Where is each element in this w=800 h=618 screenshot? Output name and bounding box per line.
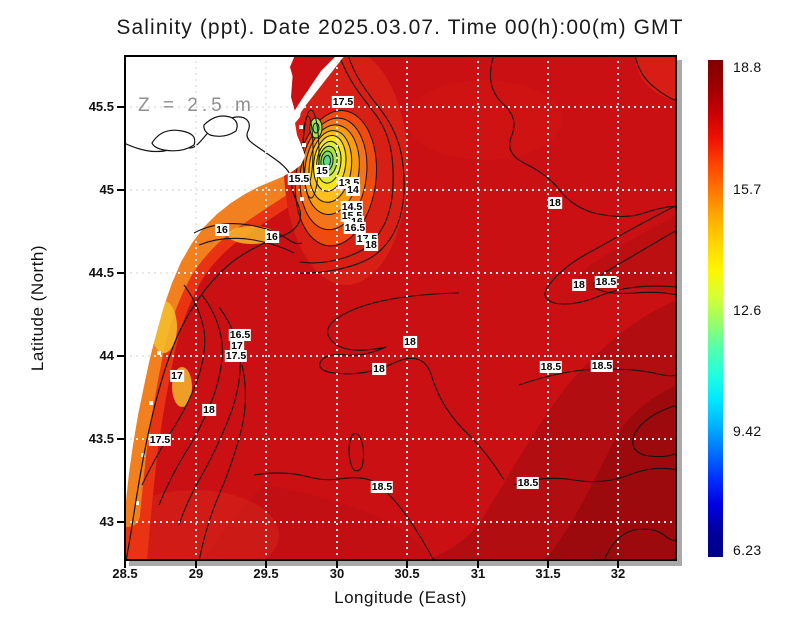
contour-label: 17.5 xyxy=(148,433,172,447)
grid-line-horizontal xyxy=(124,189,677,191)
colorbar-tick-label: 6.23 xyxy=(733,542,762,558)
x-tick-label: 30.5 xyxy=(394,566,420,581)
y-axis-label: Latitude (North) xyxy=(28,244,47,372)
contour-label: 18 xyxy=(572,278,586,292)
contour-label: 14 xyxy=(346,183,360,197)
plot-title: Salinity (ppt). Date 2025.03.07. Time 00… xyxy=(116,16,684,39)
x-tick-label: 30 xyxy=(329,566,345,581)
contour-label: 18 xyxy=(202,403,216,417)
y-tick-label: 43.5 xyxy=(88,431,114,446)
contour-label: 18 xyxy=(548,196,562,210)
y-tick-mark xyxy=(117,355,124,357)
contour-label: 18 xyxy=(372,362,386,376)
contour-label: 16.5 xyxy=(228,328,252,342)
contour-label: 18 xyxy=(403,335,417,349)
colorbar-tick-label: 9.42 xyxy=(733,423,762,439)
y-tick-label: 45.5 xyxy=(88,99,114,114)
lagoon-outline xyxy=(151,129,196,152)
contour-label: 18.5 xyxy=(590,359,614,373)
y-tick-label: 44 xyxy=(99,348,114,363)
x-tick-label: 29.5 xyxy=(253,566,279,581)
grid-line-vertical xyxy=(547,55,549,561)
y-tick-label: 43 xyxy=(99,514,114,529)
contour-label: 16.5 xyxy=(343,221,367,235)
grid-line-horizontal xyxy=(124,355,677,357)
colorbar-tick-label: 15.7 xyxy=(733,181,762,197)
x-tick-label: 28.5 xyxy=(112,566,138,581)
colorbar-tick-label: 12.6 xyxy=(733,302,762,318)
contour-label: 18.5 xyxy=(370,480,394,494)
x-tick-mark xyxy=(195,561,197,568)
grid-line-vertical xyxy=(406,55,408,561)
x-tick-label: 31.5 xyxy=(535,566,561,581)
x-tick-mark xyxy=(547,561,549,568)
contour-label: 18.5 xyxy=(516,476,540,490)
contour-label: 15 xyxy=(315,164,329,178)
contour-label: 17.5 xyxy=(224,349,248,363)
colorbar xyxy=(708,60,723,557)
contour-label: 18.5 xyxy=(539,360,563,374)
lagoon-outline xyxy=(203,115,238,137)
y-tick-label: 45 xyxy=(99,182,114,197)
x-tick-label: 31 xyxy=(470,566,486,581)
contour-label: 17 xyxy=(230,339,244,353)
contour-label: 16 xyxy=(265,230,279,244)
grid-line-horizontal xyxy=(124,438,677,440)
map-canvas xyxy=(124,55,677,561)
grid-line-horizontal xyxy=(124,272,677,274)
land-white-mask xyxy=(124,55,305,525)
x-axis-label: Longitude (East) xyxy=(334,588,467,607)
grid-line-horizontal xyxy=(124,106,677,108)
grid-line-vertical xyxy=(617,55,619,561)
map-plot-area: Z = 2.5 m 17.51515.513.51414.515.51616.5… xyxy=(124,55,677,561)
contour-label: 18 xyxy=(364,238,378,252)
grid-line-horizontal xyxy=(124,521,677,523)
colorbar-tick-label: 18.8 xyxy=(733,59,762,75)
coastline xyxy=(124,115,302,561)
contour-label: 16 xyxy=(215,223,229,237)
grid-line-vertical xyxy=(477,55,479,561)
contour-label: 17.5 xyxy=(331,95,355,109)
y-tick-label: 44.5 xyxy=(88,265,114,280)
y-tick-mark xyxy=(117,189,124,191)
contour-lines xyxy=(141,55,677,561)
y-tick-mark xyxy=(117,521,124,523)
grid-line-vertical xyxy=(195,55,197,561)
y-tick-mark xyxy=(117,438,124,440)
depth-annotation: Z = 2.5 m xyxy=(138,95,255,116)
x-tick-label: 29 xyxy=(188,566,204,581)
grid-line-vertical xyxy=(336,55,338,561)
y-tick-mark xyxy=(117,272,124,274)
x-tick-mark xyxy=(124,561,126,568)
contour-label: 15.5 xyxy=(287,172,311,186)
x-tick-label: 32 xyxy=(610,566,626,581)
x-tick-mark xyxy=(406,561,408,568)
y-tick-mark xyxy=(117,106,124,108)
contour-label: 17 xyxy=(170,369,184,383)
x-tick-mark xyxy=(265,561,267,568)
x-tick-mark xyxy=(617,561,619,568)
darkest-saline-region xyxy=(544,385,677,561)
grid-line-vertical xyxy=(265,55,267,561)
x-tick-mark xyxy=(336,561,338,568)
contour-label: 18.5 xyxy=(594,275,618,289)
x-tick-mark xyxy=(477,561,479,568)
